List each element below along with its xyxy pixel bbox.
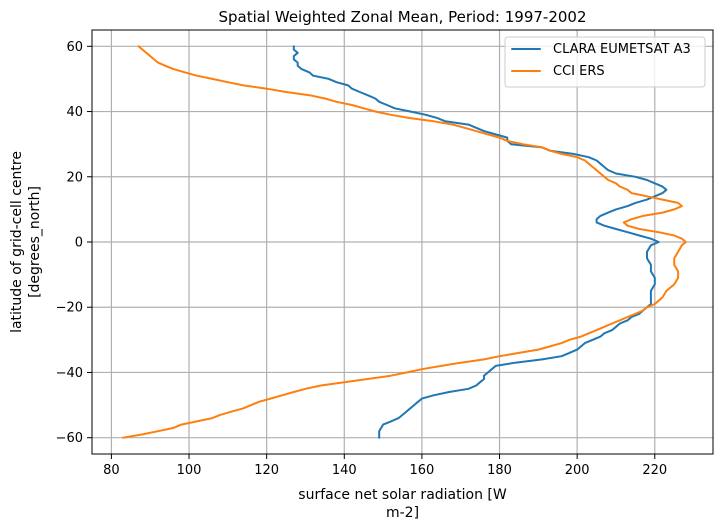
y-axis-ticks: −60 −40 −20 0 20 40 60 xyxy=(56,40,92,446)
x-tick-label: 180 xyxy=(487,463,512,478)
y-tick-label: 20 xyxy=(66,170,83,185)
legend-box xyxy=(504,36,706,88)
y-tick-label: 0 xyxy=(75,236,83,251)
x-tick-label: 140 xyxy=(332,463,357,478)
y-tick-label: 60 xyxy=(66,40,83,55)
legend-label-clara: CLARA EUMETSAT A3 xyxy=(553,42,691,57)
y-tick-label: 40 xyxy=(66,105,83,120)
y-axis-title-line-2: [degrees_north] xyxy=(27,186,43,298)
series-line-cci xyxy=(122,45,687,439)
x-tick-label: 160 xyxy=(409,463,434,478)
y-tick-label: −60 xyxy=(56,431,83,446)
x-tick-label: 200 xyxy=(565,463,590,478)
series-layer xyxy=(122,45,687,439)
x-axis-ticks: 80 100 120 140 160 180 200 220 xyxy=(103,454,667,478)
y-tick-label: −20 xyxy=(56,301,83,316)
x-axis-title-line-2: m-2] xyxy=(386,505,419,521)
legend: CLARA EUMETSAT A3 CCI ERS xyxy=(504,36,706,88)
x-tick-label: 220 xyxy=(642,463,667,478)
x-tick-label: 120 xyxy=(254,463,279,478)
x-axis-title-line-1: surface net solar radiation [W xyxy=(298,487,507,503)
x-tick-label: 100 xyxy=(177,463,202,478)
series-line-clara xyxy=(292,45,668,439)
chart-title: Spatial Weighted Zonal Mean, Period: 199… xyxy=(218,8,586,26)
y-axis-title-line-1: latitude of grid-cell centre xyxy=(9,151,25,333)
y-tick-label: −40 xyxy=(56,366,83,381)
legend-label-cci: CCI ERS xyxy=(553,64,605,79)
x-tick-label: 80 xyxy=(103,463,120,478)
